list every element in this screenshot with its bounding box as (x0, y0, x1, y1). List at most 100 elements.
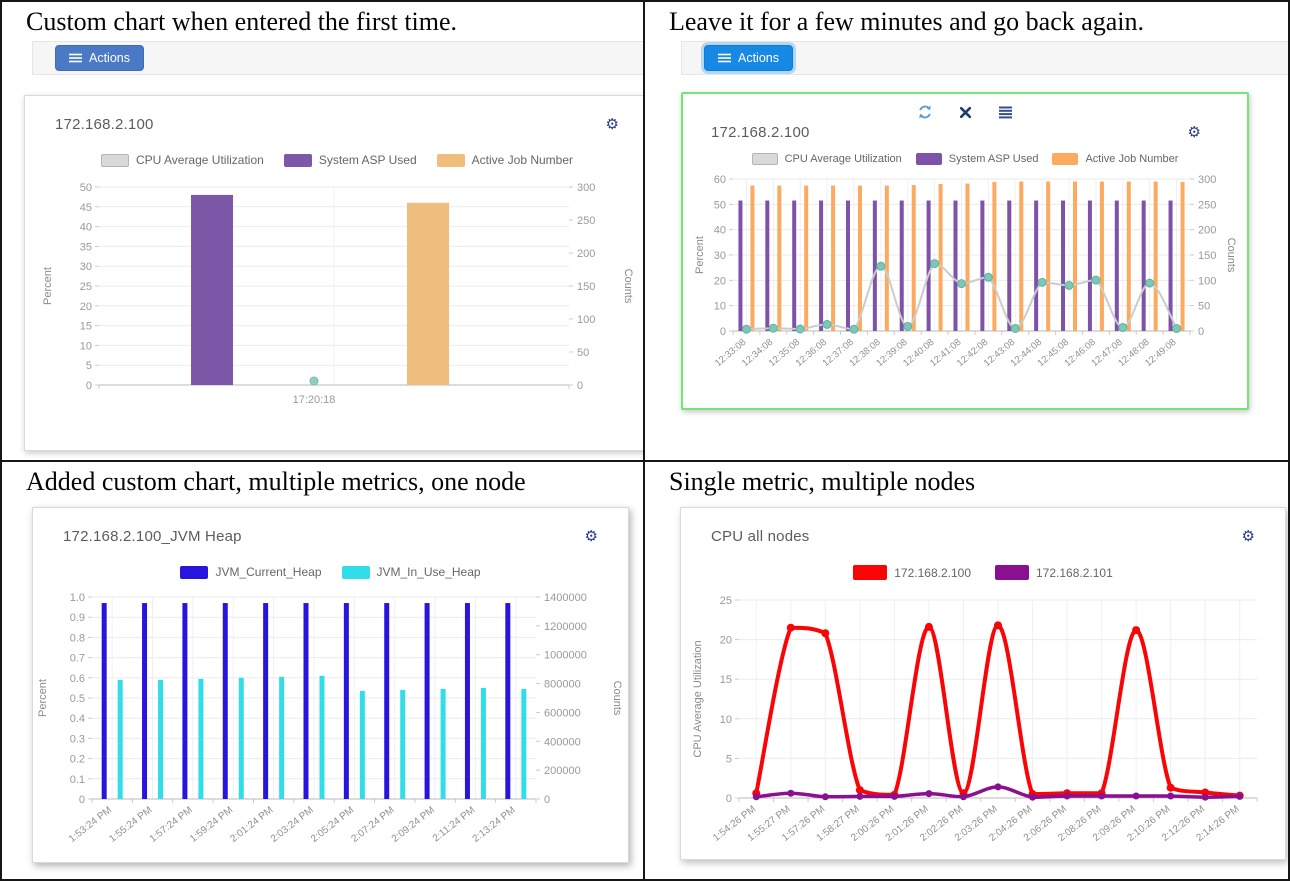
legend-item[interactable]: JVM_In_Use_Heap (341, 565, 481, 579)
legend-item[interactable]: 172.168.2.101 (995, 565, 1113, 580)
svg-text:600000: 600000 (544, 707, 581, 719)
line-series (309, 376, 319, 386)
x-axis-labels: 1:54:26 PM1:55:27 PM1:57:26 PM1:58:27 PM… (711, 804, 1242, 844)
svg-text:2:07:24 PM: 2:07:24 PM (349, 805, 396, 845)
svg-text:0: 0 (719, 326, 725, 338)
svg-text:30: 30 (80, 261, 92, 273)
legend-item[interactable]: JVM_Current_Heap (180, 565, 322, 579)
svg-text:CPU Average Utilization: CPU Average Utilization (692, 640, 704, 757)
svg-text:20: 20 (720, 635, 732, 647)
chart-canvas-after-minutes: 0 10 20 30 40 50 60 0 50 100 150 200 250 300 12:33:081… (694, 174, 1237, 369)
svg-text:50: 50 (713, 199, 725, 211)
legend-swatch (853, 565, 888, 580)
legend-item[interactable]: 172.168.2.100 (853, 565, 971, 580)
svg-text:1200000: 1200000 (544, 621, 587, 633)
svg-text:400000: 400000 (544, 736, 581, 748)
legend-item[interactable]: System ASP Used (283, 153, 417, 167)
svg-text:30: 30 (713, 250, 725, 262)
legend-swatch (915, 153, 942, 165)
panel-after-minutes: Leave it for a few minutes and go back a… (645, 2, 1288, 462)
legend-label: JVM_In_Use_Heap (376, 565, 481, 579)
svg-text:2:09:24 PM: 2:09:24 PM (389, 805, 436, 845)
svg-text:100: 100 (577, 314, 595, 326)
actions-button-label: Actions (89, 51, 130, 65)
legend-item[interactable]: Active Job Number (1052, 153, 1178, 165)
axis-labels: 0 5 10 15 20 25 30 35 40 45 50 0 50 100 150 200 250 300 (80, 182, 596, 392)
svg-text:Counts: Counts (611, 681, 623, 716)
svg-text:5: 5 (726, 753, 732, 765)
gear-icon[interactable]: ⚙ (584, 527, 598, 545)
chart-legend: JVM_Current_Heap JVM_In_Use_Heap (33, 565, 628, 579)
svg-text:0: 0 (577, 380, 583, 392)
gear-icon[interactable]: ⚙ (1187, 123, 1201, 141)
svg-text:50: 50 (80, 182, 92, 194)
gridlines (732, 178, 1190, 331)
card-header: 172.168.2.100 ⚙ (683, 121, 1247, 141)
panel-caption: Single metric, multiple nodes (669, 467, 976, 496)
svg-text:17:20:18: 17:20:18 (293, 394, 336, 406)
legend-label: JVM_Current_Heap (215, 565, 322, 579)
legend-swatch (180, 565, 209, 579)
legend-swatch (341, 565, 370, 579)
actions-toolbar: Actions (681, 41, 1288, 75)
svg-text:0.6: 0.6 (69, 673, 84, 685)
svg-text:0.2: 0.2 (69, 754, 84, 766)
bar-series (101, 603, 510, 799)
legend-item[interactable]: System ASP Used (915, 153, 1038, 165)
card-toolbar (683, 94, 1247, 121)
svg-text:0.9: 0.9 (69, 612, 84, 624)
panel-multi-metric: Added custom chart, multiple metrics, on… (2, 462, 645, 879)
svg-text:15: 15 (80, 321, 92, 333)
svg-text:40: 40 (80, 222, 92, 234)
svg-text:200: 200 (577, 248, 595, 260)
svg-text:10: 10 (720, 714, 732, 726)
svg-text:Counts: Counts (1225, 238, 1237, 273)
svg-text:2:13:24 PM: 2:13:24 PM (470, 805, 517, 845)
chart-card: CPU all nodes ⚙ 172.168.2.100 172.168.2.1… (680, 507, 1286, 860)
gear-icon[interactable]: ⚙ (1241, 527, 1255, 545)
svg-text:50: 50 (1198, 301, 1210, 313)
svg-text:60: 60 (713, 174, 725, 186)
card-header: 172.168.2.100 ⚙ (25, 96, 643, 133)
svg-text:2:01:24 PM: 2:01:24 PM (228, 805, 275, 845)
legend-swatch (436, 153, 465, 167)
svg-text:150: 150 (1198, 250, 1216, 262)
panel-first-time: Custom chart when entered the first time… (2, 2, 645, 462)
chart-legend: CPU Average Utilization System ASP Used Ac… (25, 153, 643, 167)
legend-swatch (100, 153, 129, 167)
bar-series (407, 202, 449, 385)
svg-text:0: 0 (78, 794, 84, 806)
svg-text:1:59:24 PM: 1:59:24 PM (188, 805, 235, 845)
svg-text:0: 0 (726, 793, 732, 805)
legend-item[interactable]: CPU Average Utilization (100, 153, 264, 167)
legend-label: 172.168.2.101 (1036, 565, 1113, 580)
legend-label: System ASP Used (318, 153, 417, 167)
refresh-icon[interactable] (917, 104, 933, 120)
svg-text:50: 50 (577, 347, 589, 359)
svg-text:150: 150 (577, 281, 595, 293)
svg-text:300: 300 (1198, 174, 1216, 186)
bar-series (117, 675, 526, 799)
svg-text:1:55:24 PM: 1:55:24 PM (107, 805, 154, 845)
legend-label: 172.168.2.100 (894, 565, 971, 580)
svg-text:0.3: 0.3 (69, 733, 84, 745)
svg-text:1:57:24 PM: 1:57:24 PM (147, 805, 194, 845)
svg-text:2:11:24 PM: 2:11:24 PM (430, 805, 476, 845)
actions-button[interactable]: Actions (55, 45, 144, 71)
legend-item[interactable]: CPU Average Utilization (751, 153, 902, 165)
gear-icon[interactable]: ⚙ (605, 115, 619, 133)
legend-item[interactable]: Active Job Number (436, 153, 573, 167)
svg-text:Percent: Percent (694, 236, 706, 274)
list-icon[interactable] (998, 106, 1013, 119)
close-icon[interactable] (959, 106, 972, 119)
panel-multi-node: Single metric, multiple nodes CPU all no… (645, 462, 1288, 879)
chart-legend: 172.168.2.100 172.168.2.101 (681, 565, 1285, 580)
line-series (741, 259, 1181, 334)
actions-button[interactable]: Actions (704, 45, 793, 71)
legend-label: CPU Average Utilization (784, 153, 902, 165)
svg-text:250: 250 (577, 215, 595, 227)
svg-text:Percent: Percent (42, 267, 54, 305)
svg-text:40: 40 (713, 225, 725, 237)
gridlines (99, 186, 569, 385)
